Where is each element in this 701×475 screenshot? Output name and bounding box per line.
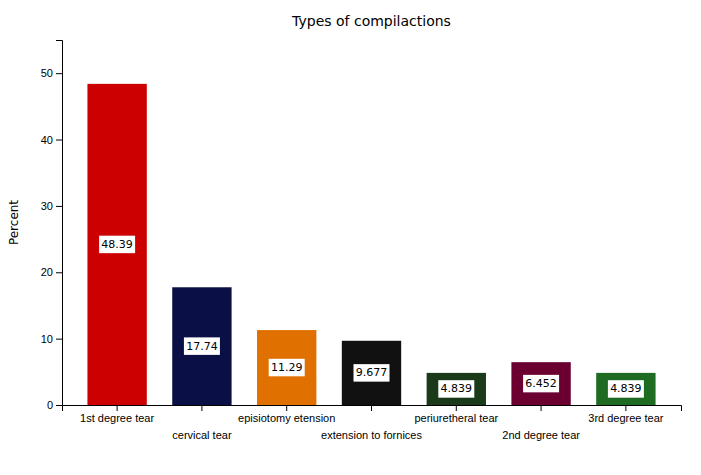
bar — [172, 287, 231, 405]
data-label-text: 48.39 — [101, 238, 133, 251]
data-label-text: 4.839 — [441, 382, 473, 395]
tick-mark — [201, 405, 202, 411]
data-label: 11.29 — [268, 358, 306, 377]
chart: 0 10 20 30 40 50 1st degree tear cervical tear e… — [0, 0, 701, 475]
data-labels: 48.39 17.74 11.29 9.677 4.839 6.452 4.839 — [98, 235, 644, 399]
tick: 20 — [41, 266, 62, 278]
y-axis-title: Percent — [7, 200, 21, 245]
tick-label: periuretheral tear — [414, 412, 498, 424]
tick-mark — [371, 405, 372, 411]
tick: cervical tear — [172, 405, 232, 441]
axis-line — [56, 41, 63, 406]
bar — [257, 330, 316, 405]
x-axis: 1st degree tear cervical tear episiotomy e… — [63, 405, 682, 441]
tick-mark — [456, 405, 457, 411]
data-label-text: 6.452 — [525, 377, 557, 390]
data-label-text: 17.74 — [186, 340, 218, 353]
tick-label: 40 — [41, 134, 53, 146]
tick: 40 — [41, 134, 62, 146]
tick-label: episiotomy etension — [238, 412, 335, 424]
tick-label: 1st degree tear — [80, 412, 154, 424]
data-label-text: 4.839 — [610, 382, 642, 395]
tick-label: cervical tear — [172, 429, 232, 441]
tick-mark — [56, 206, 62, 207]
tick: 10 — [41, 333, 62, 345]
tick-label: 2nd degree tear — [502, 429, 580, 441]
data-label: 9.677 — [353, 363, 391, 382]
label-box — [607, 379, 645, 398]
data-label: 4.839 — [438, 379, 476, 398]
data-label-text: 9.677 — [356, 366, 388, 379]
tick: 1st degree tear — [80, 405, 154, 424]
tick: extension to fornices — [321, 405, 422, 441]
tick-mark — [286, 405, 287, 411]
tick: 30 — [41, 200, 62, 212]
bars — [87, 84, 655, 405]
label-box — [268, 358, 306, 377]
tick: periuretheral tear — [414, 405, 498, 424]
y-axis: 0 10 20 30 40 50 — [41, 41, 63, 412]
tick-mark — [56, 73, 62, 74]
label-box — [98, 235, 136, 254]
tick-label: 3rd degree tear — [588, 412, 664, 424]
tick: 0 — [47, 399, 62, 411]
tick-label: 30 — [41, 200, 53, 212]
tick-mark — [56, 405, 62, 406]
data-label: 48.39 — [98, 235, 136, 254]
tick-mark — [625, 405, 626, 411]
tick-mark — [56, 339, 62, 340]
bar — [427, 373, 486, 405]
label-box — [438, 379, 476, 398]
label-box — [353, 363, 391, 382]
tick-label: 10 — [41, 333, 53, 345]
tick: 2nd degree tear — [502, 405, 580, 441]
tick: 3rd degree tear — [588, 405, 664, 424]
tick-mark — [56, 140, 62, 141]
tick-label: 20 — [41, 266, 53, 278]
tick-label: 0 — [47, 399, 53, 411]
tick: episiotomy etension — [238, 405, 335, 424]
tick: 50 — [41, 67, 62, 79]
bar — [342, 341, 401, 405]
axis-line — [63, 406, 682, 412]
tick-mark — [56, 272, 62, 273]
bar — [511, 362, 570, 405]
data-label-text: 11.29 — [271, 361, 303, 374]
data-label: 4.839 — [607, 379, 645, 398]
tick-mark — [541, 405, 542, 411]
tick-label: 50 — [41, 67, 53, 79]
label-box — [183, 337, 221, 356]
plot: 0 10 20 30 40 50 1st degree tear cervical tear e… — [41, 41, 682, 441]
data-label: 6.452 — [522, 374, 560, 393]
bar — [87, 84, 146, 405]
tick-label: extension to fornices — [321, 429, 422, 441]
data-label: 17.74 — [183, 337, 221, 356]
tick-mark — [117, 405, 118, 411]
title: Types of compilactions — [291, 13, 451, 29]
bar — [596, 373, 655, 405]
label-box — [522, 374, 560, 393]
